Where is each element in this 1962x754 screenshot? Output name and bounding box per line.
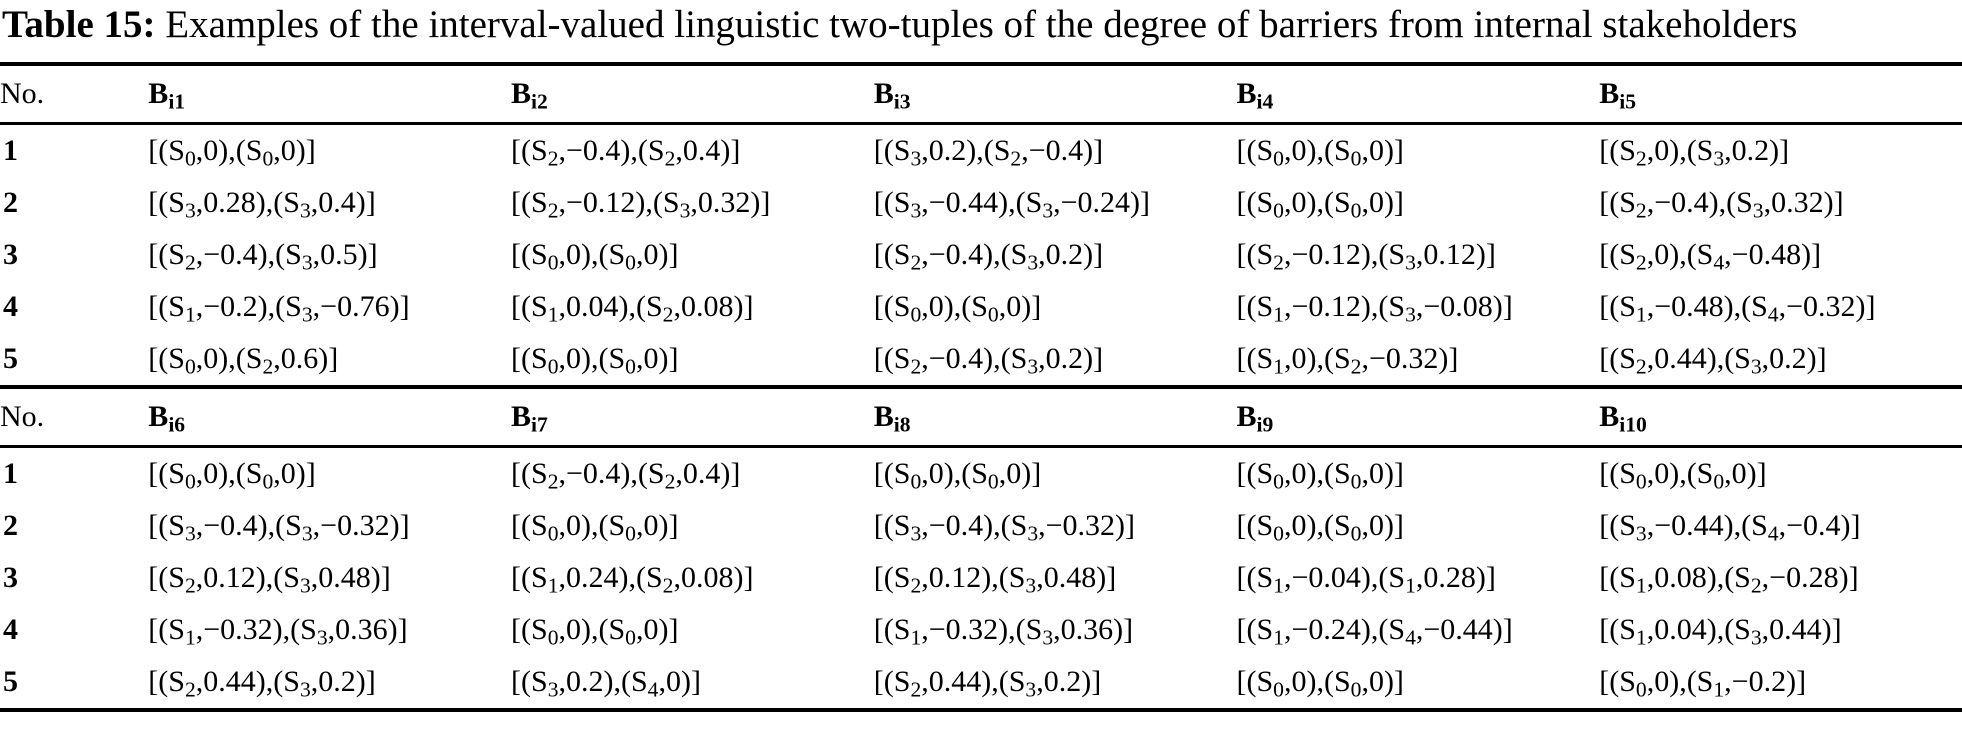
table-cell: [(S0,0),(S2,0.6)] <box>148 342 339 379</box>
table-cell: [(S2,−0.4),(S2,0.4)] <box>511 134 741 171</box>
table-cell: [(S0,0),(S0,0)] <box>1236 134 1404 171</box>
table-cell: [(S3,−0.44),(S4,−0.4)] <box>1599 509 1861 546</box>
row-number: 3 <box>3 238 18 271</box>
row-number: 1 <box>3 134 18 167</box>
table-cell: [(S3,−0.4),(S3,−0.32)] <box>873 509 1136 546</box>
column-header-bi3: Bi3 <box>873 77 911 114</box>
table-caption-label: Table 15: <box>2 3 156 46</box>
table-cell: [(S0,0),(S0,0)] <box>511 342 679 379</box>
table-cell: [(S2,−0.4),(S3,0.2)] <box>873 238 1104 275</box>
table-row: 5 [(S2,0.44),(S3,0.2)] [(S3,0.2),(S4,0)]… <box>0 656 1962 710</box>
table-cell: [(S3,0.28),(S3,0.4)] <box>148 186 376 223</box>
table-cell: [(S1,0.08),(S2,−0.28)] <box>1599 561 1859 598</box>
header-row-1: No. Bi1 Bi2 Bi3 Bi4 Bi5 <box>0 64 1962 124</box>
table-cell: [(S2,−0.12),(S3,0.32)] <box>511 186 771 223</box>
table-cell: [(S3,0.2),(S2,−0.4)] <box>873 134 1104 171</box>
table-cell: [(S3,−0.44),(S3,−0.24)] <box>873 186 1151 223</box>
table-row: 1 [(S0,0),(S0,0)] [(S2,−0.4),(S2,0.4)] [… <box>0 447 1962 501</box>
table-row: 2 [(S3,0.28),(S3,0.4)] [(S2,−0.12),(S3,0… <box>0 177 1962 229</box>
table-row: 5 [(S0,0),(S2,0.6)] [(S0,0),(S0,0)] [(S2… <box>0 333 1962 387</box>
table-cell: [(S0,0),(S0,0)] <box>1236 457 1404 494</box>
column-header-bi8: Bi8 <box>873 400 911 437</box>
row-number: 5 <box>3 342 18 375</box>
table-row: 4 [(S1,−0.32),(S3,0.36)] [(S0,0),(S0,0)]… <box>0 604 1962 656</box>
column-header-bi10: Bi10 <box>1599 400 1647 437</box>
table-row: 3 [(S2,−0.4),(S3,0.5)] [(S0,0),(S0,0)] [… <box>0 229 1962 281</box>
table-cell: [(S2,0.44),(S3,0.2)] <box>1599 342 1827 379</box>
table-cell: [(S1,−0.48),(S4,−0.32)] <box>1599 290 1876 327</box>
table-cell: [(S0,0),(S0,0)] <box>873 290 1042 327</box>
column-header-bi4: Bi4 <box>1236 77 1274 114</box>
column-header-no: No. <box>0 400 45 433</box>
table-caption-text: Examples of the interval-valued linguist… <box>155 3 1798 46</box>
table-cell: [(S0,0),(S0,0)] <box>1236 665 1404 702</box>
table-cell: [(S2,0.44),(S3,0.2)] <box>148 665 376 702</box>
table-cell: [(S1,0.04),(S3,0.44)] <box>1599 613 1842 650</box>
table-cell: [(S2,0.12),(S3,0.48)] <box>148 561 391 598</box>
table-cell: [(S1,−0.2),(S3,−0.76)] <box>148 290 410 327</box>
table-cell: [(S1,−0.32),(S3,0.36)] <box>148 613 408 650</box>
table-cell: [(S3,0.2),(S4,0)] <box>511 665 701 702</box>
column-header-bi1: Bi1 <box>148 77 186 114</box>
row-number: 5 <box>3 665 18 698</box>
table-cell: [(S0,0),(S0,0)] <box>511 613 679 650</box>
row-number: 2 <box>3 509 18 542</box>
table-cell: [(S0,0),(S0,0)] <box>1236 186 1404 223</box>
row-number: 3 <box>3 561 18 594</box>
row-number: 4 <box>3 613 18 646</box>
column-header-bi2: Bi2 <box>511 77 548 114</box>
row-number: 2 <box>3 186 18 219</box>
table-row: 3 [(S2,0.12),(S3,0.48)] [(S1,0.24),(S2,0… <box>0 552 1962 604</box>
table-cell: [(S2,−0.4),(S3,0.5)] <box>148 238 378 275</box>
table-cell: [(S1,0.24),(S2,0.08)] <box>511 561 754 598</box>
table-cell: [(S0,0),(S0,0)] <box>511 238 679 275</box>
table-cell: [(S2,−0.4),(S2,0.4)] <box>511 457 741 494</box>
table-cell: [(S0,0),(S0,0)] <box>1236 509 1404 546</box>
table-cell: [(S1,−0.12),(S3,−0.08)] <box>1236 290 1513 327</box>
row-number: 1 <box>3 457 18 490</box>
row-number: 4 <box>3 290 18 323</box>
table-cell: [(S2,0.12),(S3,0.48)] <box>873 561 1117 598</box>
table-cell: [(S1,0),(S2,−0.32)] <box>1236 342 1459 379</box>
table-cell: [(S0,0),(S0,0)] <box>511 509 679 546</box>
table-cell: [(S2,−0.12),(S3,0.12)] <box>1236 238 1496 275</box>
table-row: 4 [(S1,−0.2),(S3,−0.76)] [(S1,0.04),(S2,… <box>0 281 1962 333</box>
interval-values-table: No. Bi1 Bi2 Bi3 Bi4 Bi5 1 [(S0,0),(S0,0)… <box>0 62 1962 712</box>
table-cell: [(S2,0),(S4,−0.48)] <box>1599 238 1822 275</box>
table-cell: [(S0,0),(S0,0)] <box>873 457 1042 494</box>
column-header-no: No. <box>0 77 45 110</box>
table-section-1: No. Bi1 Bi2 Bi3 Bi4 Bi5 1 [(S0,0),(S0,0)… <box>0 64 1962 387</box>
table-cell: [(S0,0),(S0,0)] <box>148 457 316 494</box>
table-section-2: No. Bi6 Bi7 Bi8 Bi9 Bi10 1 [(S0,0),(S0,0… <box>0 387 1962 710</box>
column-header-bi6: Bi6 <box>148 400 186 437</box>
table-cell: [(S1,−0.04),(S1,0.28)] <box>1236 561 1496 598</box>
table-row: 1 [(S0,0),(S0,0)] [(S2,−0.4),(S2,0.4)] [… <box>0 124 1962 178</box>
table-caption: Table 15: Examples of the interval-value… <box>0 0 1962 48</box>
table-cell: [(S0,0),(S0,0)] <box>148 134 316 171</box>
table-cell: [(S0,0),(S0,0)] <box>1599 457 1767 494</box>
table-cell: [(S1,−0.32),(S3,0.36)] <box>873 613 1134 650</box>
header-row-2: No. Bi6 Bi7 Bi8 Bi9 Bi10 <box>0 387 1962 447</box>
table-cell: [(S2,−0.4),(S3,0.2)] <box>873 342 1104 379</box>
table-cell: [(S2,−0.4),(S3,0.32)] <box>1599 186 1844 223</box>
column-header-bi7: Bi7 <box>511 400 548 437</box>
table-row: 2 [(S3,−0.4),(S3,−0.32)] [(S0,0),(S0,0)]… <box>0 500 1962 552</box>
table-cell: [(S2,0),(S3,0.2)] <box>1599 134 1790 171</box>
table-cell: [(S0,0),(S1,−0.2)] <box>1599 665 1807 702</box>
column-header-bi9: Bi9 <box>1236 400 1274 437</box>
table-cell: [(S3,−0.4),(S3,−0.32)] <box>148 509 410 546</box>
table-cell: [(S1,0.04),(S2,0.08)] <box>511 290 754 327</box>
table-cell: [(S1,−0.24),(S4,−0.44)] <box>1236 613 1513 650</box>
column-header-bi5: Bi5 <box>1599 77 1637 114</box>
table-cell: [(S2,0.44),(S3,0.2)] <box>873 665 1102 702</box>
